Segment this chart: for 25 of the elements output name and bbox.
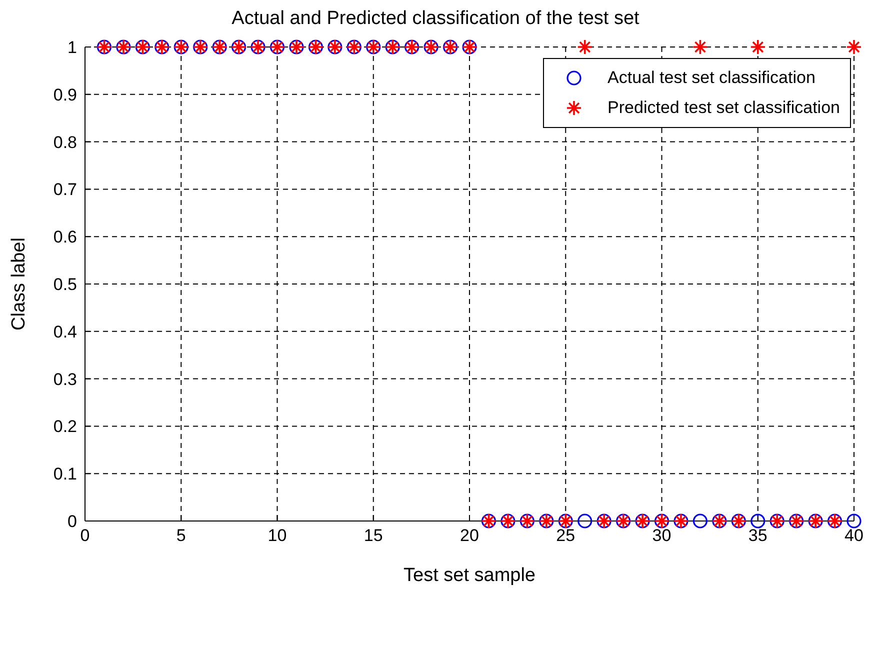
x-axis-title: Test set sample [404, 565, 536, 586]
y-tick-label: 0.8 [53, 132, 77, 152]
legend-label: Predicted test set classification [608, 98, 840, 118]
x-tick-label: 30 [652, 526, 672, 546]
y-tick-label: 0.3 [53, 370, 77, 389]
legend-label: Actual test set classification [608, 68, 816, 88]
x-tick-label: 10 [268, 526, 287, 546]
x-tick-label: 25 [556, 526, 576, 546]
x-tick-label: 5 [176, 526, 186, 546]
x-tick-label: 0 [80, 526, 90, 546]
y-tick-label: 1 [68, 38, 77, 58]
x-tick-label: 20 [460, 526, 479, 546]
chart-title: Actual and Predicted classification of the test set [230, 8, 640, 30]
y-tick-label: 0.6 [53, 228, 77, 247]
y-axis-title: Class label [8, 238, 30, 330]
y-tick-label: 0.7 [53, 180, 77, 200]
y-tick-label: 0.4 [53, 322, 77, 342]
x-tick-label: 15 [364, 526, 383, 546]
y-tick-label: 0.9 [53, 85, 77, 104]
y-tick-label: 0.1 [53, 464, 77, 484]
y-tick-label: 0 [68, 512, 77, 532]
x-tick-label: 35 [748, 526, 768, 546]
x-tick-label: 40 [844, 526, 864, 546]
y-tick-label: 0.2 [53, 417, 77, 436]
y-tick-label: 0.5 [53, 275, 77, 294]
